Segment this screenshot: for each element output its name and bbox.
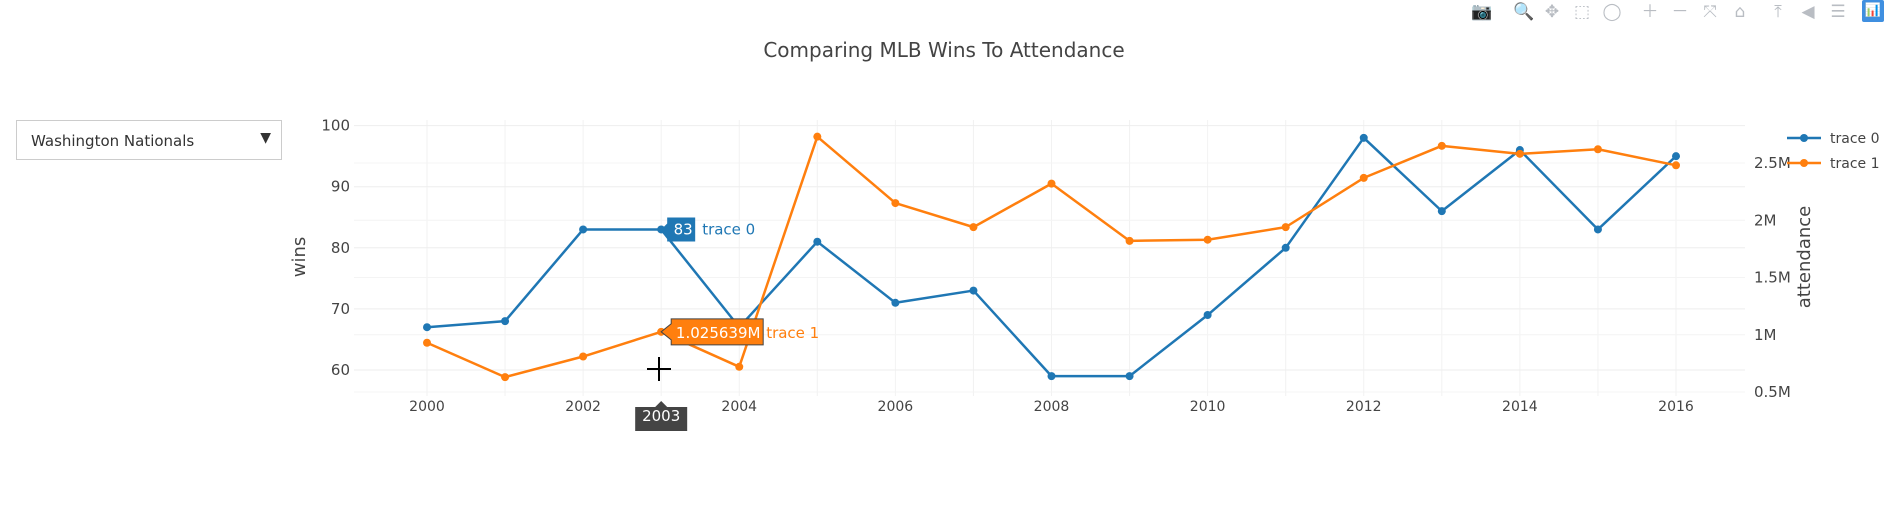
- y-tick-label: 60: [331, 361, 350, 379]
- data-point: [423, 323, 431, 332]
- data-point: [813, 237, 822, 246]
- legend: trace 0 trace 1: [1787, 131, 1880, 172]
- legend-label: trace 1: [1830, 156, 1880, 172]
- data-point: [1593, 225, 1602, 234]
- plotly-logo-icon[interactable]: 📊: [1862, 0, 1884, 22]
- autoscale-icon[interactable]: ⤧: [1703, 2, 1717, 22]
- data-point: [891, 298, 900, 307]
- data-point: [1515, 149, 1524, 158]
- x-tick-label: 2008: [1034, 399, 1070, 415]
- data-point: [1359, 173, 1368, 182]
- data-point: [1047, 372, 1056, 381]
- team-dropdown[interactable]: Washington Nationals ▼: [16, 120, 282, 160]
- hover-box-trace-1: [660, 318, 764, 346]
- y-tick-label: 70: [331, 300, 350, 318]
- data-point: [501, 373, 510, 382]
- axes: 2000 2002 2004 2006 2008 2010 2012 2014 2016 60 70…: [321, 117, 1790, 415]
- zoom-in-icon[interactable]: ＋: [1641, 2, 1659, 22]
- data-point: [969, 286, 978, 295]
- x-tick-label: 2014: [1502, 399, 1538, 415]
- y-tick-label: 100: [321, 117, 350, 135]
- y2-axis-title: attendance: [1794, 206, 1815, 308]
- data-point: [1672, 152, 1680, 161]
- data-point: [1593, 145, 1602, 154]
- data-point: [1281, 223, 1290, 232]
- legend-marker: [1800, 159, 1808, 167]
- grid-lines: [354, 120, 1745, 396]
- series-group: [423, 132, 1680, 382]
- team-dropdown-value: Washington Nationals: [31, 132, 195, 150]
- x-tick-label: 2016: [1658, 399, 1694, 415]
- legend-marker: [1800, 134, 1808, 142]
- camera-icon[interactable]: 📷: [1471, 2, 1493, 22]
- data-point: [969, 223, 978, 232]
- zoom-out-icon[interactable]: －: [1671, 2, 1689, 22]
- spike-lines-icon[interactable]: ⤒: [1774, 2, 1782, 22]
- data-point: [1125, 236, 1134, 245]
- hover-value-trace-0: 83: [674, 220, 693, 238]
- hover-compare-icon[interactable]: ☰: [1830, 2, 1846, 22]
- y-tick-label: 90: [331, 178, 350, 196]
- data-point: [1359, 133, 1368, 142]
- y2-tick-label: 1.5M: [1754, 269, 1791, 287]
- hover-name-trace-1: trace 1: [766, 324, 819, 342]
- data-point: [1047, 179, 1056, 188]
- hover-x-label: 2003: [642, 407, 680, 425]
- x-tick-label: 2002: [565, 399, 601, 415]
- reset-axes-icon[interactable]: ⌂: [1734, 2, 1746, 22]
- pan-icon[interactable]: ✥: [1544, 2, 1560, 22]
- box-select-icon[interactable]: ⬚: [1573, 2, 1591, 22]
- y2-tick-label: 1M: [1754, 326, 1777, 344]
- y2-tick-label: 0.5M: [1754, 383, 1791, 401]
- chart-title: Comparing MLB Wins To Attendance: [763, 38, 1124, 62]
- y-axis-title: wins: [289, 237, 310, 278]
- data-point: [735, 362, 744, 371]
- data-point: [579, 352, 588, 361]
- legend-label: trace 0: [1830, 131, 1880, 147]
- x-tick-label: 2000: [409, 399, 445, 415]
- lasso-select-icon[interactable]: ◯: [1602, 2, 1622, 22]
- y2-tick-label: 2M: [1754, 211, 1777, 229]
- hover-box-trace-0: [661, 217, 696, 242]
- y-tick-label: 80: [331, 239, 350, 257]
- data-point: [1203, 311, 1212, 320]
- data-point: [1281, 243, 1290, 252]
- data-point: [813, 132, 822, 141]
- x-tick-label: 2010: [1190, 399, 1226, 415]
- data-point: [1672, 161, 1680, 170]
- data-point: [1125, 372, 1134, 381]
- hover-labels: 83 trace 0 1.025639M trace 1 2003: [635, 217, 819, 431]
- x-tick-label: 2006: [878, 399, 914, 415]
- data-point: [1203, 235, 1212, 244]
- hover-name-trace-0: trace 0: [702, 220, 755, 238]
- data-point: [579, 225, 588, 234]
- data-point: [891, 199, 900, 208]
- chevron-down-icon: ▼: [260, 130, 271, 146]
- data-point: [1437, 207, 1446, 216]
- hover-closest-icon[interactable]: ◀: [1801, 2, 1815, 22]
- y2-tick-label: 2.5M: [1754, 154, 1791, 172]
- hover-value-trace-1: 1.025639M: [676, 324, 761, 342]
- x-tick-label: 2012: [1346, 399, 1382, 415]
- data-point: [423, 338, 431, 347]
- data-point: [1437, 141, 1446, 150]
- data-point: [501, 317, 510, 326]
- hover-x-label-box: [635, 401, 688, 431]
- x-tick-label: 2004: [721, 399, 757, 415]
- zoom-icon[interactable]: 🔍: [1513, 2, 1535, 22]
